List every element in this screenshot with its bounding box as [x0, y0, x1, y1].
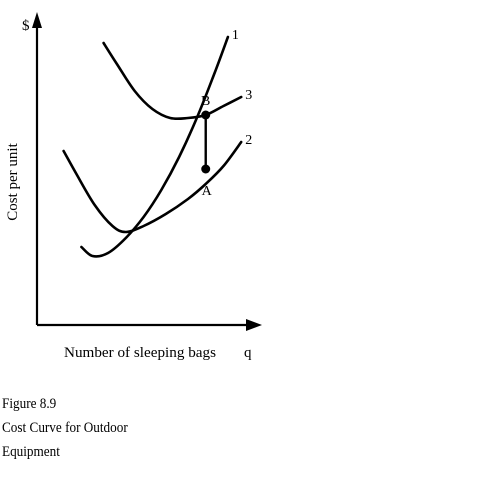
curve-label-3: 3	[245, 88, 252, 103]
point-b	[201, 110, 211, 120]
point-label-b: B	[201, 94, 210, 109]
figure-caption: Figure 8.9 Cost Curve for Outdoor Equipm…	[2, 392, 128, 464]
figure-title-line-1: Cost Curve for Outdoor	[2, 420, 128, 436]
point-label-a: A	[202, 184, 213, 199]
y-axis-arrowhead	[32, 12, 42, 28]
figure-number: Figure 8.9	[2, 396, 57, 412]
curve-1	[80, 35, 230, 258]
y-axis-label: Cost per unit	[5, 142, 21, 220]
curve-3	[102, 41, 243, 121]
y-axis-symbol: $	[22, 18, 30, 34]
curve-label-2: 2	[245, 133, 252, 148]
cost-curve-chart: $ Cost per unit Number of sleeping bags …	[5, 12, 262, 361]
x-axis-symbol: q	[244, 345, 252, 361]
curve-label-1: 1	[232, 28, 239, 43]
axes	[32, 12, 262, 331]
figure-title-line-2: Equipment	[2, 444, 60, 460]
point-a	[201, 164, 211, 174]
x-axis-arrowhead	[246, 319, 262, 331]
x-axis-label: Number of sleeping bags	[64, 345, 216, 361]
curve-2	[62, 140, 243, 234]
markers: BA	[201, 94, 213, 199]
curves: 1 2 3	[62, 28, 252, 258]
